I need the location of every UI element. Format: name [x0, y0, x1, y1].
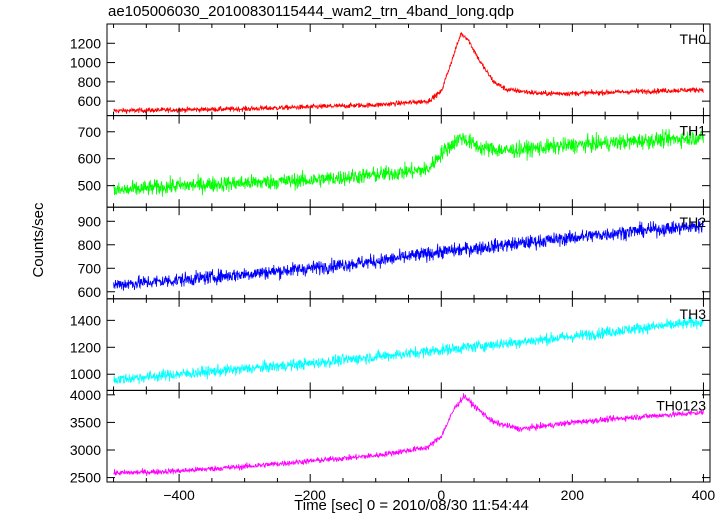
y-tick-label: 3000	[70, 442, 101, 458]
y-tick-label: 600	[78, 93, 102, 109]
series-line-th3	[113, 316, 704, 385]
y-tick-label: 900	[78, 213, 102, 229]
chart-title: ae105006030_20100830115444_wam2_trn_4ban…	[108, 3, 514, 20]
y-tick-label: 700	[78, 124, 102, 140]
panel-label-th0123: TH0123	[656, 397, 706, 413]
series-line-th2	[113, 219, 704, 291]
panel-frame-th2	[106, 206, 711, 300]
panel-label-th3: TH3	[680, 306, 707, 322]
y-tick-label: 1000	[70, 366, 101, 382]
y-tick-label: 800	[78, 237, 102, 253]
panel-label-th2: TH2	[680, 214, 707, 230]
y-tick-label: 4000	[70, 387, 101, 403]
y-tick-label: 1200	[70, 339, 101, 355]
x-tick-label: 200	[561, 487, 585, 503]
y-tick-label: 600	[78, 284, 102, 300]
x-tick-label: 0	[437, 487, 445, 503]
y-tick-label: 3500	[70, 414, 101, 430]
y-axis-label: Counts/sec	[30, 202, 47, 278]
series-line-th0123	[113, 393, 704, 477]
panel-label-th0: TH0	[680, 31, 707, 47]
y-tick-label: 700	[78, 260, 102, 276]
series-line-th0	[113, 31, 704, 114]
y-tick-label: 600	[78, 151, 102, 167]
y-tick-label: 800	[78, 74, 102, 90]
x-axis-label: Time [sec] 0 = 2010/08/30 11:54:44	[294, 497, 529, 514]
y-tick-label: 1200	[70, 35, 101, 51]
y-tick-label: 2500	[70, 470, 101, 486]
series-line-th1	[113, 128, 704, 197]
x-tick-label: −200	[294, 487, 326, 503]
y-tick-label: 1400	[70, 312, 101, 328]
panel-frame-th1	[106, 115, 711, 208]
x-tick-label: −400	[163, 487, 195, 503]
panel-label-th1: TH1	[680, 123, 707, 139]
y-tick-label: 1000	[70, 55, 101, 71]
y-tick-label: 500	[78, 178, 102, 194]
x-tick-label: 400	[692, 487, 716, 503]
